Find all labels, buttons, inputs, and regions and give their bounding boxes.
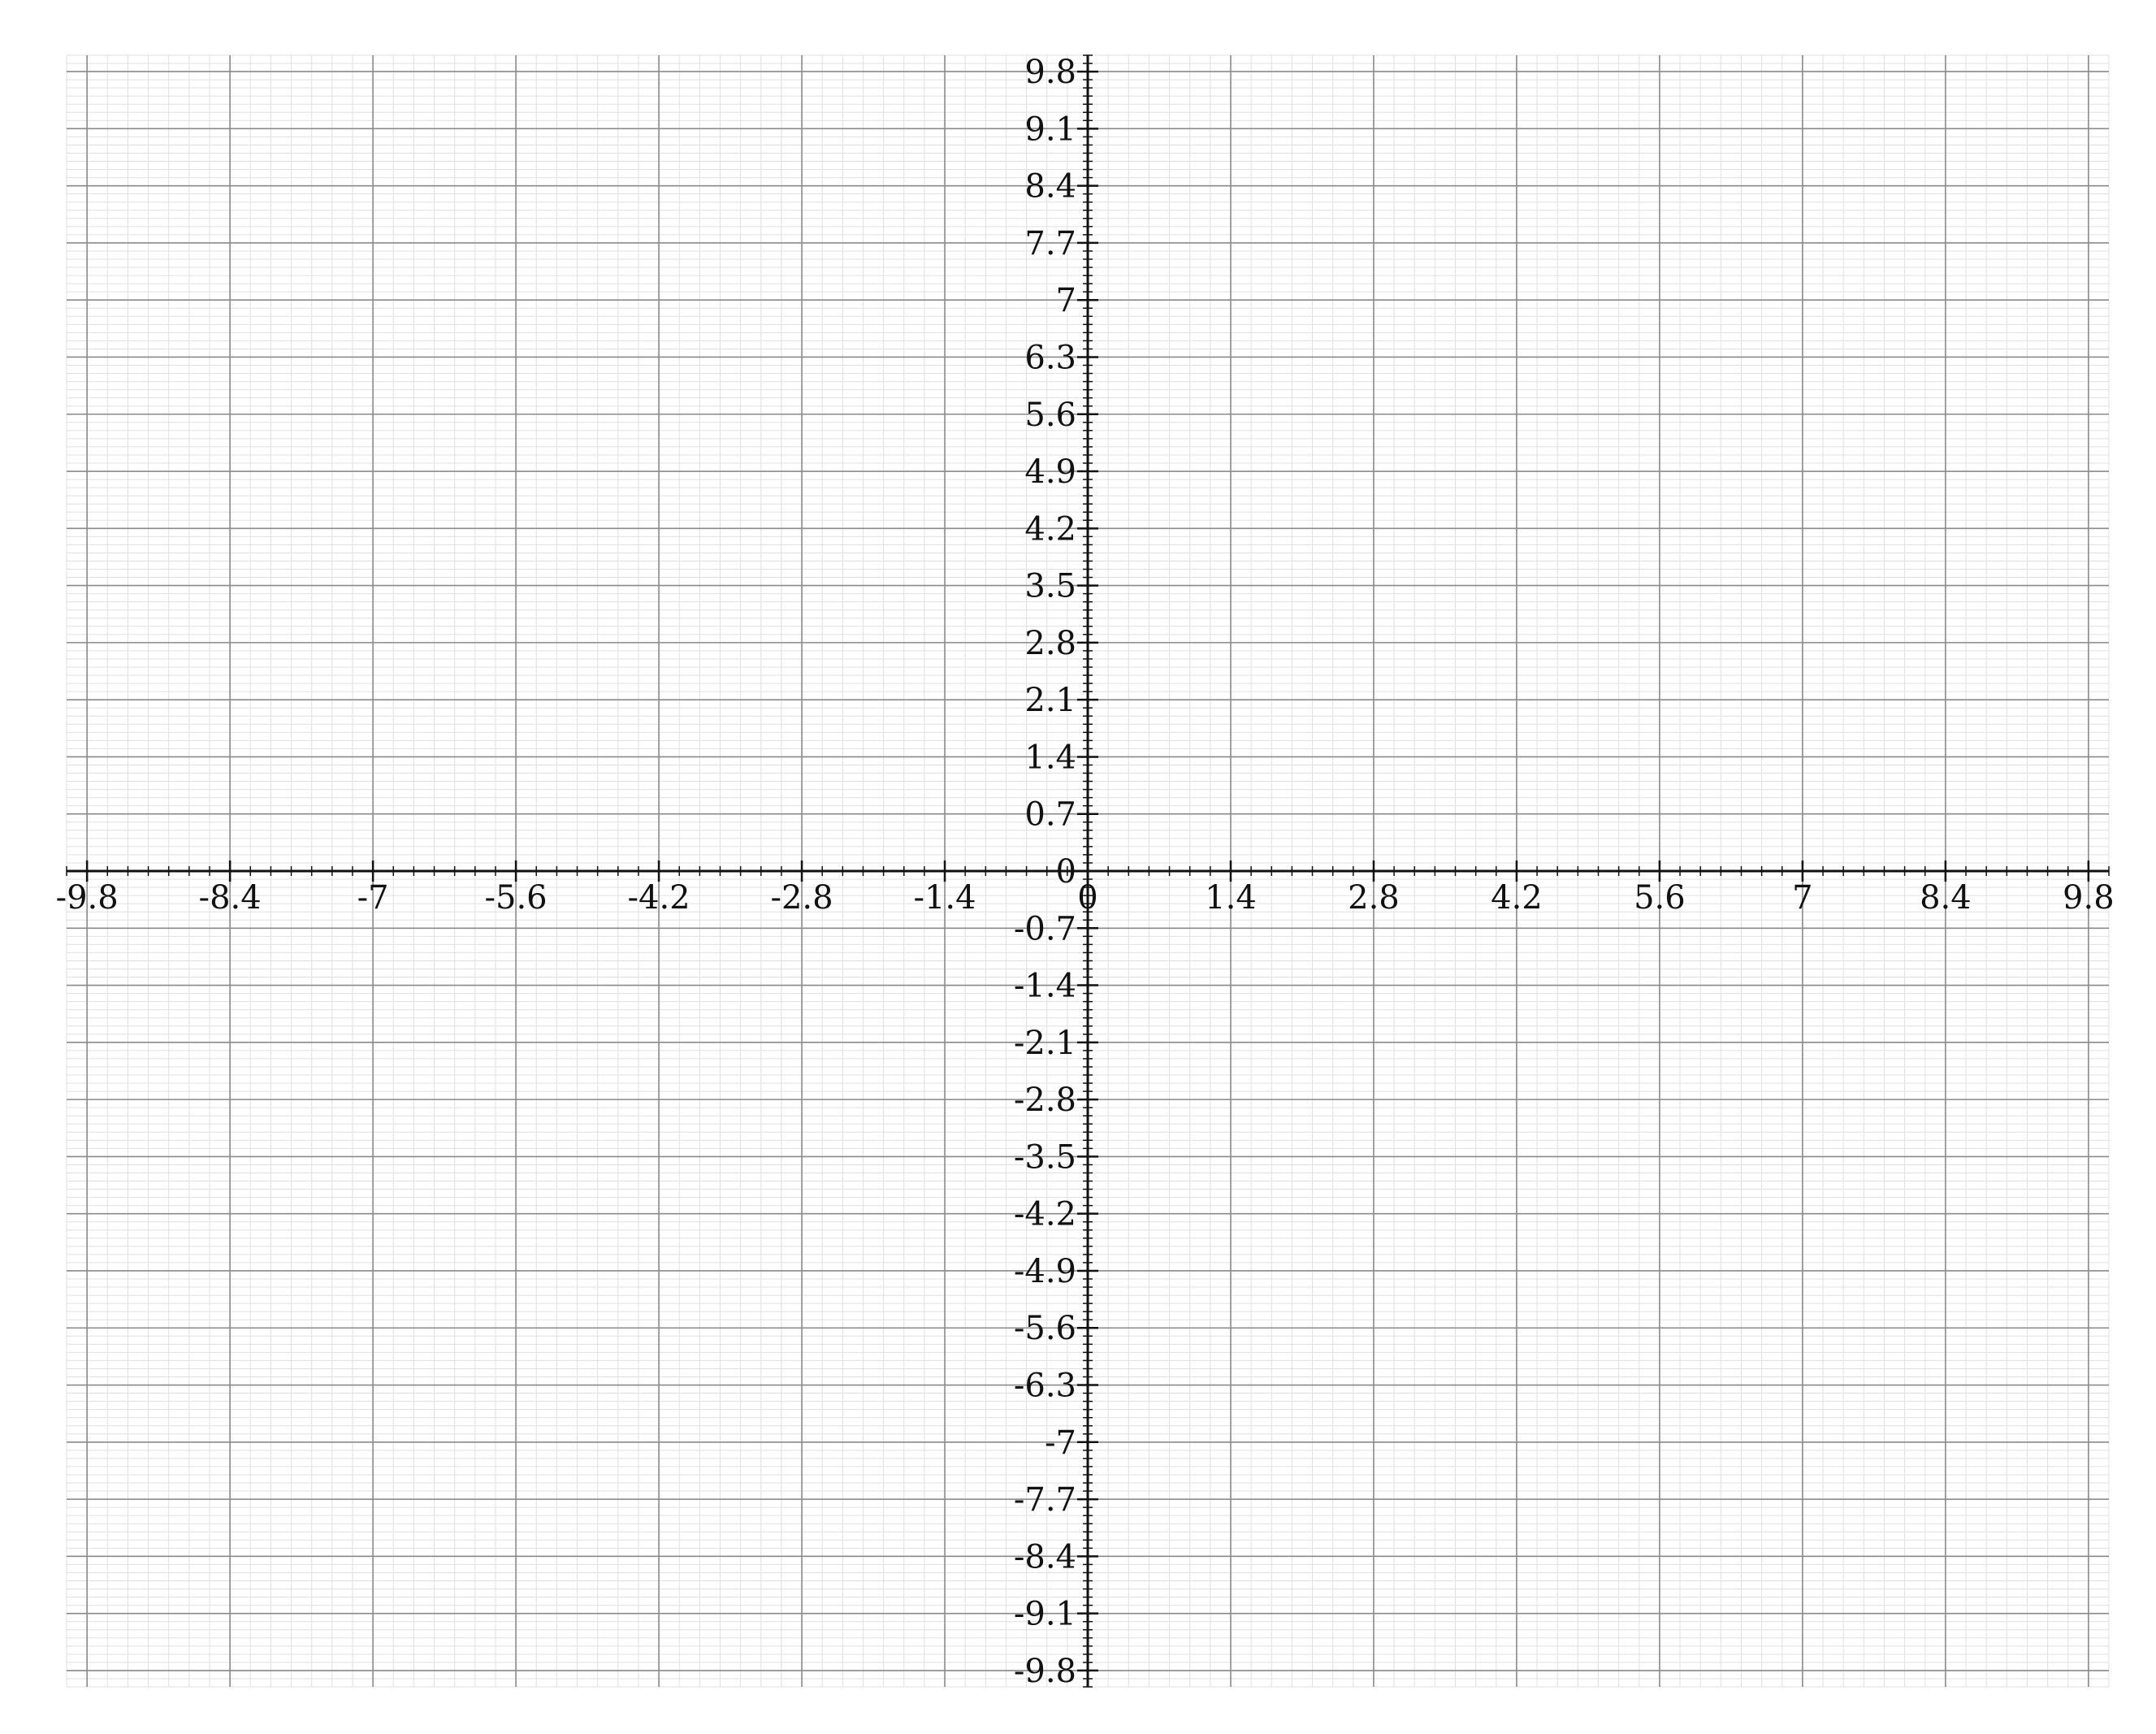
- y-tick-label: -0.7: [1014, 910, 1076, 947]
- x-tick-label: -5.6: [485, 879, 548, 917]
- y-tick-label: 0.7: [1024, 796, 1076, 834]
- y-tick-label: 2.8: [1024, 625, 1076, 662]
- axis-ticks: [66, 54, 2110, 1688]
- y-tick-label: 9.1: [1024, 111, 1076, 148]
- x-tick-label: 2.8: [1348, 879, 1400, 917]
- y-tick-label: 4.2: [1024, 510, 1076, 548]
- y-tick-label: -9.1: [1014, 1596, 1076, 1633]
- y-tick-label: -2.1: [1014, 1025, 1076, 1062]
- x-tick-label: -8.4: [199, 879, 262, 917]
- x-tick-label: -4.2: [627, 879, 690, 917]
- y-tick-label: -4.9: [1014, 1253, 1076, 1290]
- y-tick-label: 3.5: [1024, 568, 1076, 605]
- y-tick-label: -2.8: [1014, 1082, 1076, 1119]
- x-tick-label: 9.8: [2063, 879, 2115, 917]
- y-tick-labels: 9.8 9.1 8.4 7.7 7 6.3 5.6 4.9 4.2 3.5 2.8 2.1 1.4 0.7…: [1014, 54, 1076, 1690]
- x-tick-label: 5.6: [1634, 879, 1686, 917]
- x-tick-label: -9.8: [56, 879, 119, 917]
- x-tick-label: -7: [357, 879, 389, 917]
- y-tick-label: 7.7: [1024, 225, 1076, 262]
- x-tick-labels: -9.8 -8.4 -7 -5.6 -4.2 -2.8 -1.4 0 1.4 2.8 4.2 5.6 7…: [56, 879, 2115, 917]
- y-tick-label: 2.1: [1024, 682, 1076, 719]
- x-tick-label: 7: [1792, 879, 1812, 917]
- x-tick-label: 4.2: [1491, 879, 1543, 917]
- y-tick-label: -9.8: [1014, 1653, 1076, 1690]
- y-tick-label: 4.9: [1024, 453, 1076, 491]
- y-tick-label: 6.3: [1024, 339, 1076, 376]
- y-tick-label: 0: [1056, 853, 1076, 891]
- y-tick-label: -7.7: [1014, 1481, 1076, 1519]
- x-tick-label: -1.4: [913, 879, 976, 917]
- x-tick-label: 8.4: [1920, 879, 1972, 917]
- y-tick-label: -7: [1045, 1424, 1076, 1462]
- y-tick-label: 9.8: [1024, 54, 1076, 91]
- y-tick-label: -6.3: [1014, 1368, 1076, 1405]
- y-tick-label: -5.6: [1014, 1310, 1076, 1347]
- y-tick-label: 8.4: [1024, 168, 1076, 206]
- x-tick-label: -2.8: [770, 879, 833, 917]
- y-tick-label: 7: [1056, 282, 1076, 319]
- y-tick-label: -1.4: [1014, 968, 1076, 1005]
- y-tick-label: 1.4: [1024, 739, 1076, 776]
- y-tick-label: 5.6: [1024, 397, 1076, 434]
- y-tick-label: -3.5: [1014, 1138, 1076, 1176]
- y-tick-label: -4.2: [1014, 1196, 1076, 1233]
- x-tick-label: 0: [1077, 879, 1097, 917]
- x-tick-label: 1.4: [1205, 879, 1257, 917]
- y-tick-label: -8.4: [1014, 1538, 1076, 1576]
